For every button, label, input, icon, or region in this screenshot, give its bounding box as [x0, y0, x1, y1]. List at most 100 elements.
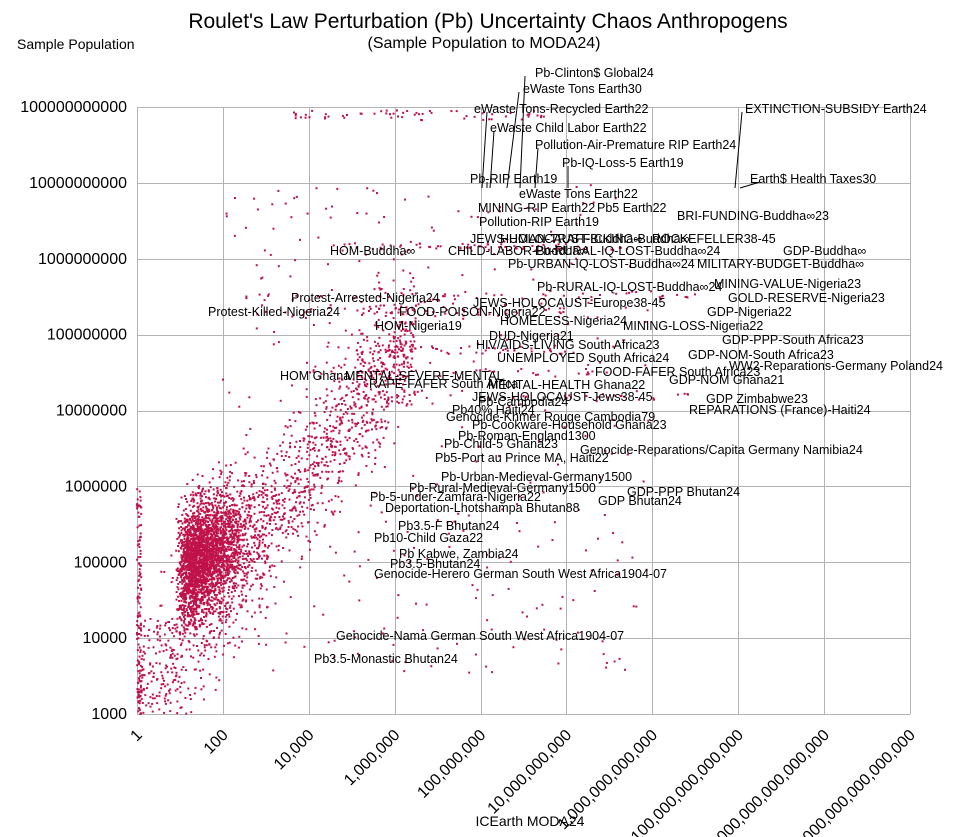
data-point: [287, 533, 290, 536]
data-point: [189, 698, 192, 700]
data-point: [196, 598, 199, 601]
data-point: [527, 113, 530, 116]
data-point: [411, 343, 414, 346]
data-point: [254, 577, 257, 580]
data-point: [210, 573, 213, 576]
data-point: [375, 428, 378, 431]
data-point: [404, 321, 407, 324]
data-point: [243, 572, 246, 575]
data-point: [395, 377, 398, 380]
data-point: [197, 660, 200, 663]
data-point: [331, 512, 334, 515]
data-point: [407, 248, 410, 251]
data-point: [540, 114, 543, 117]
data-point: [202, 523, 205, 526]
annotation-label: Pb-Urban-Medieval-Germany1500: [441, 470, 632, 484]
data-point: [225, 614, 228, 616]
data-point: [197, 551, 200, 554]
data-point: [422, 629, 425, 632]
data-point: [136, 544, 139, 547]
data-point: [476, 342, 479, 345]
data-point: [406, 375, 409, 378]
data-point: [290, 475, 293, 478]
data-point: [191, 578, 194, 580]
data-point: [176, 567, 179, 570]
data-point: [188, 583, 191, 586]
data-point: [575, 257, 578, 260]
data-point: [395, 344, 398, 347]
data-point: [223, 551, 226, 554]
data-point: [252, 493, 255, 496]
data-point: [397, 402, 400, 404]
data-point: [187, 524, 190, 527]
data-point: [188, 562, 191, 565]
data-point: [218, 619, 221, 622]
data-point: [316, 521, 319, 524]
data-point: [198, 556, 201, 559]
data-point: [183, 606, 186, 609]
data-point: [240, 529, 242, 532]
data-point: [159, 639, 162, 642]
data-point: [155, 626, 158, 629]
data-point: [230, 610, 232, 613]
data-point: [140, 712, 143, 715]
data-point: [189, 606, 192, 608]
data-point: [312, 370, 315, 373]
data-point: [227, 613, 230, 616]
data-point: [561, 247, 564, 250]
data-point: [246, 516, 249, 519]
data-point: [207, 575, 210, 578]
data-point: [235, 518, 237, 521]
data-point: [197, 574, 200, 577]
data-point: [242, 539, 245, 542]
data-point: [396, 374, 399, 377]
data-point: [138, 571, 141, 574]
data-point: [287, 519, 290, 522]
data-point: [202, 506, 205, 509]
data-point: [211, 599, 214, 602]
data-point: [559, 607, 562, 610]
data-point: [220, 575, 223, 578]
data-point: [205, 496, 207, 499]
data-point: [272, 519, 275, 522]
annotation-label: HUMAN-TRAFFICKING-Buddha∞: [500, 232, 690, 246]
data-point: [247, 543, 249, 546]
annotation-label: eWaste Child Labor Earth22: [490, 121, 647, 135]
data-point: [183, 533, 186, 536]
data-point: [212, 523, 215, 526]
data-point: [137, 540, 140, 543]
data-point: [178, 616, 181, 619]
data-point: [335, 405, 338, 408]
annotation-label: GDP-Buddha∞: [783, 244, 866, 258]
data-point: [170, 650, 173, 652]
data-point: [218, 550, 221, 553]
data-point: [338, 387, 341, 390]
data-point: [394, 336, 396, 339]
data-point: [214, 585, 217, 588]
data-point: [212, 488, 215, 491]
data-point: [205, 573, 208, 576]
data-point: [172, 649, 175, 652]
data-point: [353, 630, 356, 633]
data-point: [188, 533, 191, 536]
data-point: [138, 655, 141, 658]
data-point: [238, 567, 241, 570]
data-point: [399, 244, 402, 247]
data-point: [196, 572, 199, 575]
data-point: [238, 635, 241, 638]
data-point: [330, 446, 333, 449]
data-point: [408, 329, 411, 332]
data-point: [290, 509, 293, 512]
data-point: [353, 452, 356, 455]
data-point: [225, 607, 227, 610]
data-point: [139, 622, 142, 625]
data-point: [183, 529, 186, 532]
data-point: [326, 446, 328, 449]
data-point: [344, 403, 347, 406]
data-point: [215, 575, 218, 578]
data-point: [645, 568, 648, 571]
data-point: [333, 372, 336, 375]
data-point: [294, 481, 297, 484]
data-point: [249, 517, 252, 520]
data-point: [392, 365, 395, 368]
